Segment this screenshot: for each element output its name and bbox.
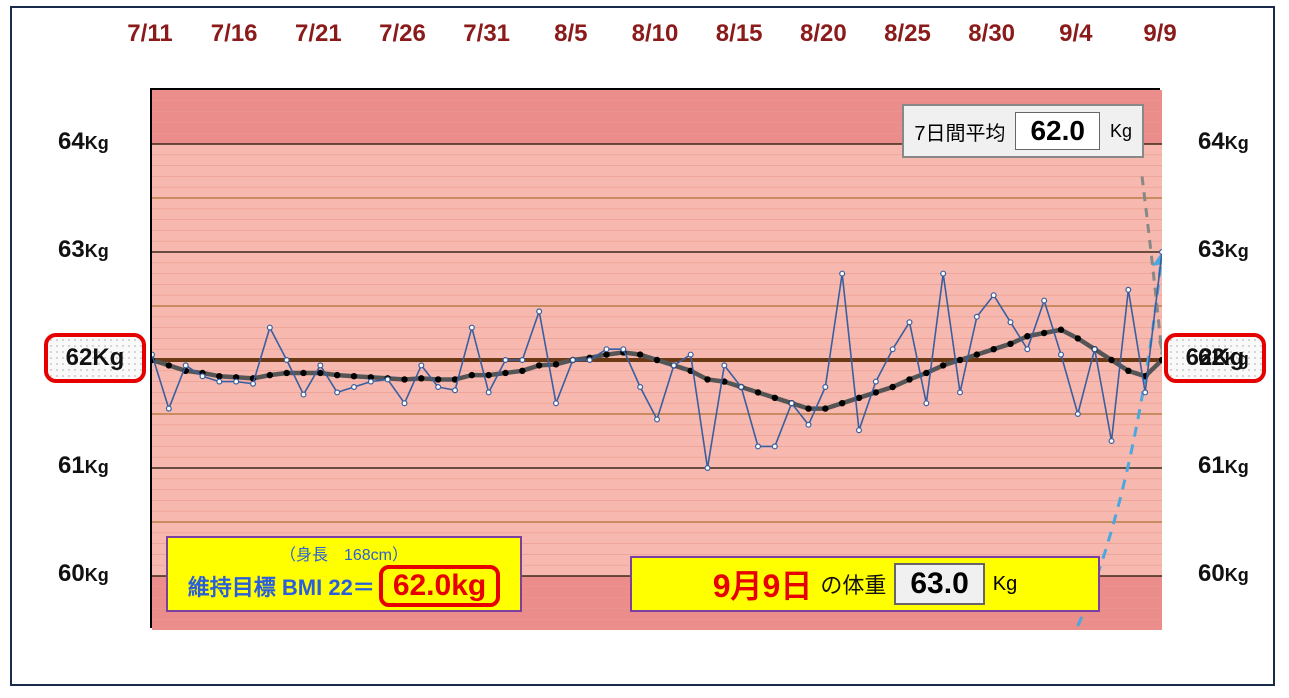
x-date-label: 8/5 bbox=[554, 20, 587, 48]
x-date-label: 7/26 bbox=[379, 20, 426, 48]
today-unit: Kg bbox=[993, 573, 1017, 596]
plot-area: 7日間平均 62.0 Kg （身長 168cm） 維持目標 BMI 22＝ 62… bbox=[150, 88, 1160, 628]
x-date-label: 8/15 bbox=[716, 20, 763, 48]
x-date-label: 7/16 bbox=[211, 20, 258, 48]
today-value: 63.0 bbox=[894, 563, 984, 605]
y-tick-label-left: 60Kg bbox=[58, 560, 109, 588]
x-date-label: 8/25 bbox=[884, 20, 931, 48]
y-tick-label-right: 60Kg bbox=[1198, 560, 1249, 588]
y-tick-label-left: 61Kg bbox=[58, 452, 109, 480]
today-weight-box: 9月9日 の体重 63.0 Kg bbox=[630, 556, 1100, 612]
y-tick-label-left: 64Kg bbox=[58, 128, 109, 156]
today-label: の体重 bbox=[820, 568, 886, 600]
y-tick-label-left: 63Kg bbox=[58, 236, 109, 264]
outer-frame: 62Kg 62Kg 7日間平均 62.0 Kg （身長 168cm） 維持目標 … bbox=[10, 6, 1275, 686]
height-label: （身長 168cm） bbox=[280, 541, 408, 565]
y-tick-label-right: 64Kg bbox=[1198, 128, 1249, 156]
x-date-label: 8/20 bbox=[800, 20, 847, 48]
x-date-label: 7/11 bbox=[127, 20, 172, 48]
x-date-label: 9/4 bbox=[1059, 20, 1092, 48]
avg-unit: Kg bbox=[1110, 121, 1132, 142]
avg-value: 62.0 bbox=[1015, 112, 1100, 150]
bmi-target-value: 62.0kg bbox=[379, 565, 500, 607]
x-date-label: 8/10 bbox=[632, 20, 679, 48]
x-date-label: 7/31 bbox=[463, 20, 510, 48]
y-tick-label-right: 62Kg bbox=[1198, 344, 1249, 372]
y-tick-label-right: 63Kg bbox=[1198, 236, 1249, 264]
x-date-label: 7/21 bbox=[295, 20, 342, 48]
bmi-label: 維持目標 BMI 22＝ bbox=[188, 570, 375, 602]
bmi-target-box: （身長 168cm） 維持目標 BMI 22＝ 62.0kg bbox=[166, 536, 522, 612]
y-emphasis-badge-left: 62Kg bbox=[44, 333, 146, 383]
x-date-label: 8/30 bbox=[968, 20, 1015, 48]
seven-day-avg-box: 7日間平均 62.0 Kg bbox=[902, 104, 1144, 158]
avg-label: 7日間平均 bbox=[914, 117, 1005, 146]
y-tick-label-right: 61Kg bbox=[1198, 452, 1249, 480]
today-date: 9月9日 bbox=[713, 561, 813, 607]
x-date-label: 9/9 bbox=[1143, 20, 1176, 48]
